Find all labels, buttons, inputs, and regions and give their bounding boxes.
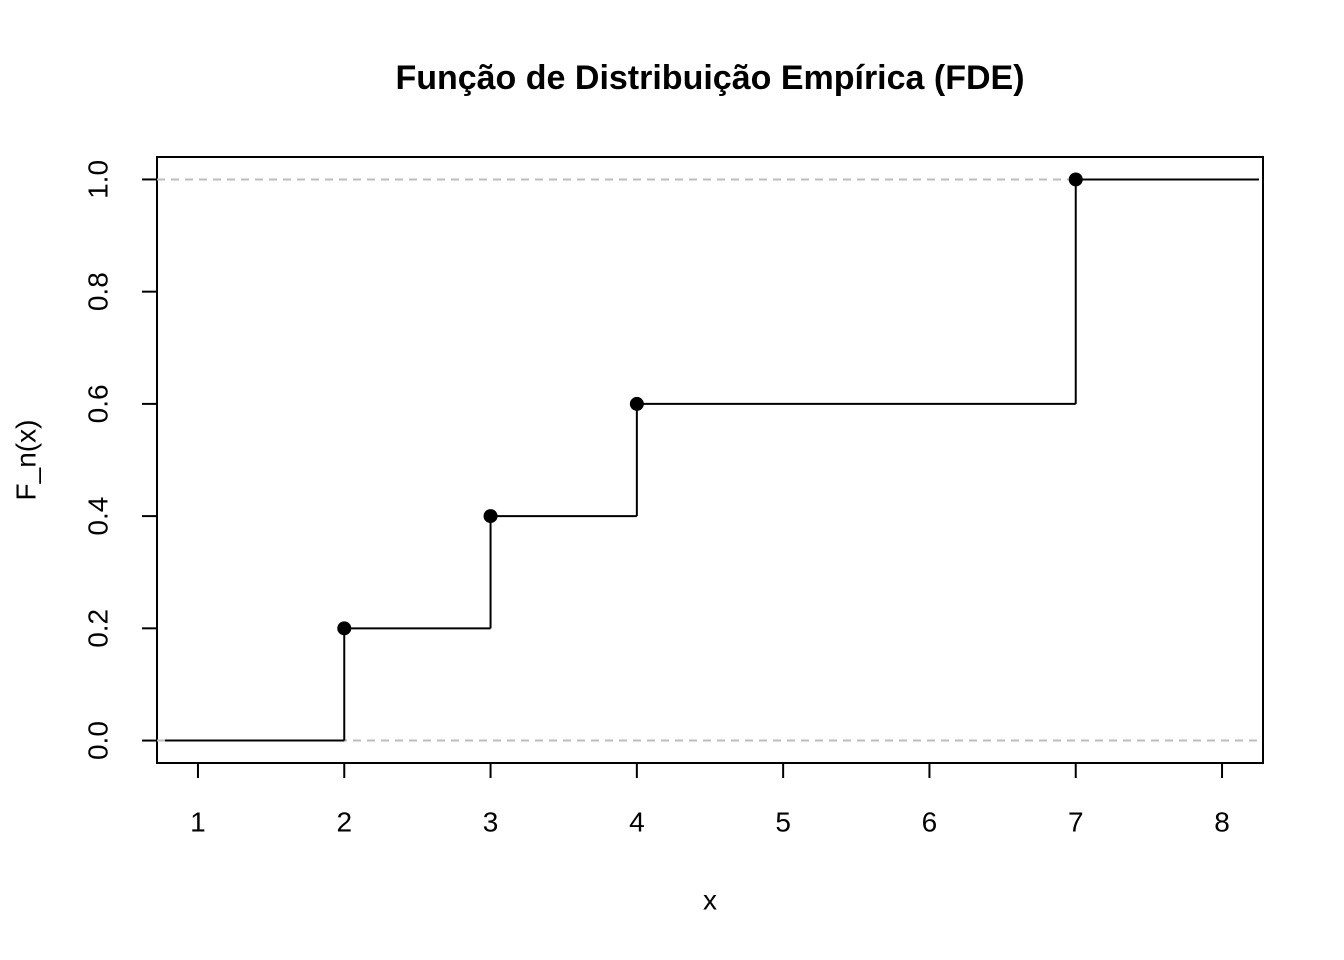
point xyxy=(483,509,498,524)
y-tick-label: 0.2 xyxy=(82,609,113,648)
point xyxy=(629,396,644,411)
x-tick-label: 5 xyxy=(775,806,791,837)
point xyxy=(1068,172,1083,187)
x-tick-label: 2 xyxy=(336,806,352,837)
point xyxy=(337,621,352,636)
y-tick-label: 0.8 xyxy=(82,272,113,311)
x-tick-label: 8 xyxy=(1214,806,1230,837)
x-tick-label: 1 xyxy=(190,806,206,837)
x-tick-label: 3 xyxy=(483,806,499,837)
y-tick-label: 1.0 xyxy=(82,160,113,199)
x-tick-label: 6 xyxy=(922,806,938,837)
y-tick-label: 0.4 xyxy=(82,497,113,536)
chart-title: Função de Distribuição Empírica (FDE) xyxy=(395,59,1024,97)
y-tick-label: 0.0 xyxy=(82,721,113,760)
x-tick-label: 7 xyxy=(1068,806,1084,837)
y-tick-label: 0.6 xyxy=(82,384,113,423)
x-tick-label: 4 xyxy=(629,806,645,837)
x-axis-label: x xyxy=(703,884,717,915)
y-axis-label: F_n(x) xyxy=(10,420,41,501)
